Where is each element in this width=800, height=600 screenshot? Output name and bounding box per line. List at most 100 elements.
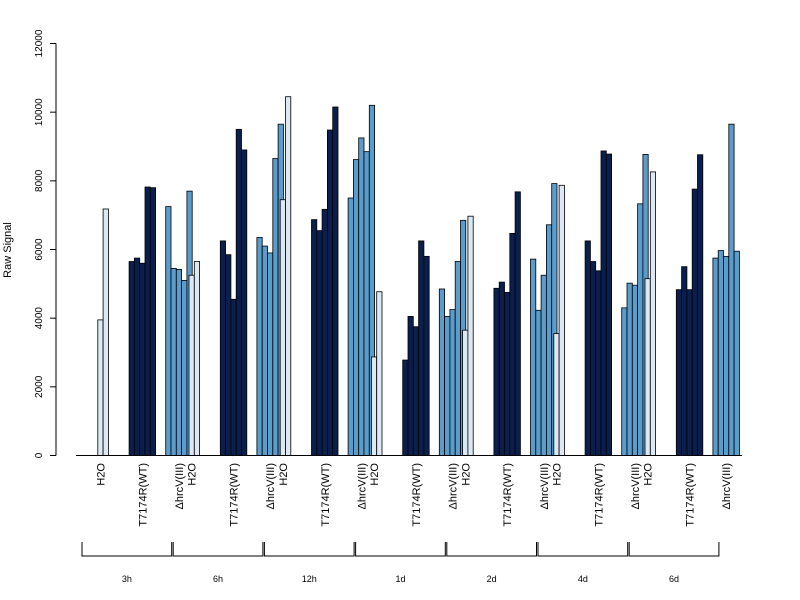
y-axis: 0 2000 4000 6000 8000 10000 12000 [34,29,57,458]
bar [595,270,602,456]
x-group-label: ΔhrcV(III) [721,463,733,509]
bar [644,278,651,456]
timepoint-label: 4d [578,574,588,584]
y-tick-label: 0 [34,452,45,458]
y-tick-label: 2000 [34,375,45,398]
x-group-label: T7174R(WT) [229,463,241,527]
bar [712,257,719,456]
bar [535,309,542,456]
bar [412,326,419,456]
timepoint-label: 2d [487,574,497,584]
bar [165,206,172,456]
bar [279,199,286,456]
bar [230,298,237,456]
bar [509,232,516,456]
bar [402,359,409,456]
timepoint-brackets: 3h 6h 12h 1d 2d 4d 6d [81,542,720,584]
x-group-label: H2O [551,463,563,486]
y-tick-label: 8000 [34,169,45,192]
bar [175,269,183,456]
bar [358,137,365,456]
bar [363,151,370,456]
bar [285,96,292,456]
bar [347,197,354,456]
x-group-label: T7174R(WT) [320,463,332,527]
bar [102,208,109,456]
x-group-label: T7174R(WT) [685,463,697,527]
bar [193,261,201,456]
bar [376,291,383,456]
bar [540,274,547,456]
x-group-label: H2O [369,463,381,486]
bar [723,255,730,456]
bar [558,184,565,456]
timepoint-bracket [81,542,173,557]
bar [605,153,612,456]
y-axis-title: Raw Signal [2,222,14,278]
timepoint-label: 3h [122,574,132,584]
timepoint-bracket [263,542,355,557]
y-tick-label: 6000 [34,238,45,261]
bar [311,219,318,456]
x-group-label: H2O [278,463,290,486]
bar [133,257,141,456]
timepoint-label: 6h [213,574,223,584]
bar [235,128,242,456]
bar [553,333,560,456]
y-tick-label: 4000 [34,307,45,330]
bar [219,240,227,456]
timepoint-label: 1d [395,574,405,584]
bar [272,158,279,456]
bar [370,356,378,456]
bar [733,250,740,456]
x-group-label: ΔhrcV(III) [448,463,460,509]
x-group-label: H2O [643,463,655,486]
bar [530,258,537,456]
x-group-label: T7174R(WT) [411,463,423,527]
bar [181,279,188,456]
bar [407,316,414,456]
bar [144,186,151,456]
bar [691,188,698,456]
x-group-label: T7174R(WT) [593,463,605,527]
bar [418,240,425,456]
bar [438,288,445,456]
timepoint-bracket [355,542,446,557]
bar [584,240,591,456]
bar [675,289,682,456]
bar [626,282,633,456]
bar [686,289,693,456]
timepoint-bracket [628,542,720,557]
bar [326,129,334,456]
bar [631,284,638,456]
bar [681,266,688,456]
x-group-label: T7174R(WT) [137,463,149,527]
bar [462,329,469,456]
bar [728,123,735,456]
bar [139,262,146,456]
bar [352,159,360,456]
bar [498,281,505,456]
bar [600,150,607,456]
bar [717,250,724,456]
bar [423,255,430,456]
x-group-label: H2O [460,463,472,486]
bar [332,106,339,456]
bars-layer [97,96,740,456]
bar [261,245,268,456]
bar [621,307,628,456]
x-group-label: ΔhrcV(III) [174,463,186,509]
timepoint-label: 12h [302,574,317,584]
y-tick-label: 10000 [34,98,45,126]
bar [267,252,274,456]
bar [241,149,248,456]
bar [454,261,461,456]
timepoint-bracket [537,542,629,557]
bar [504,292,511,456]
y-tick-label: 12000 [34,29,45,57]
x-group-label: ΔhrcV(III) [630,463,642,509]
bar [188,274,195,456]
x-group-label: H2O [95,463,107,486]
timepoint-bracket [172,542,264,557]
